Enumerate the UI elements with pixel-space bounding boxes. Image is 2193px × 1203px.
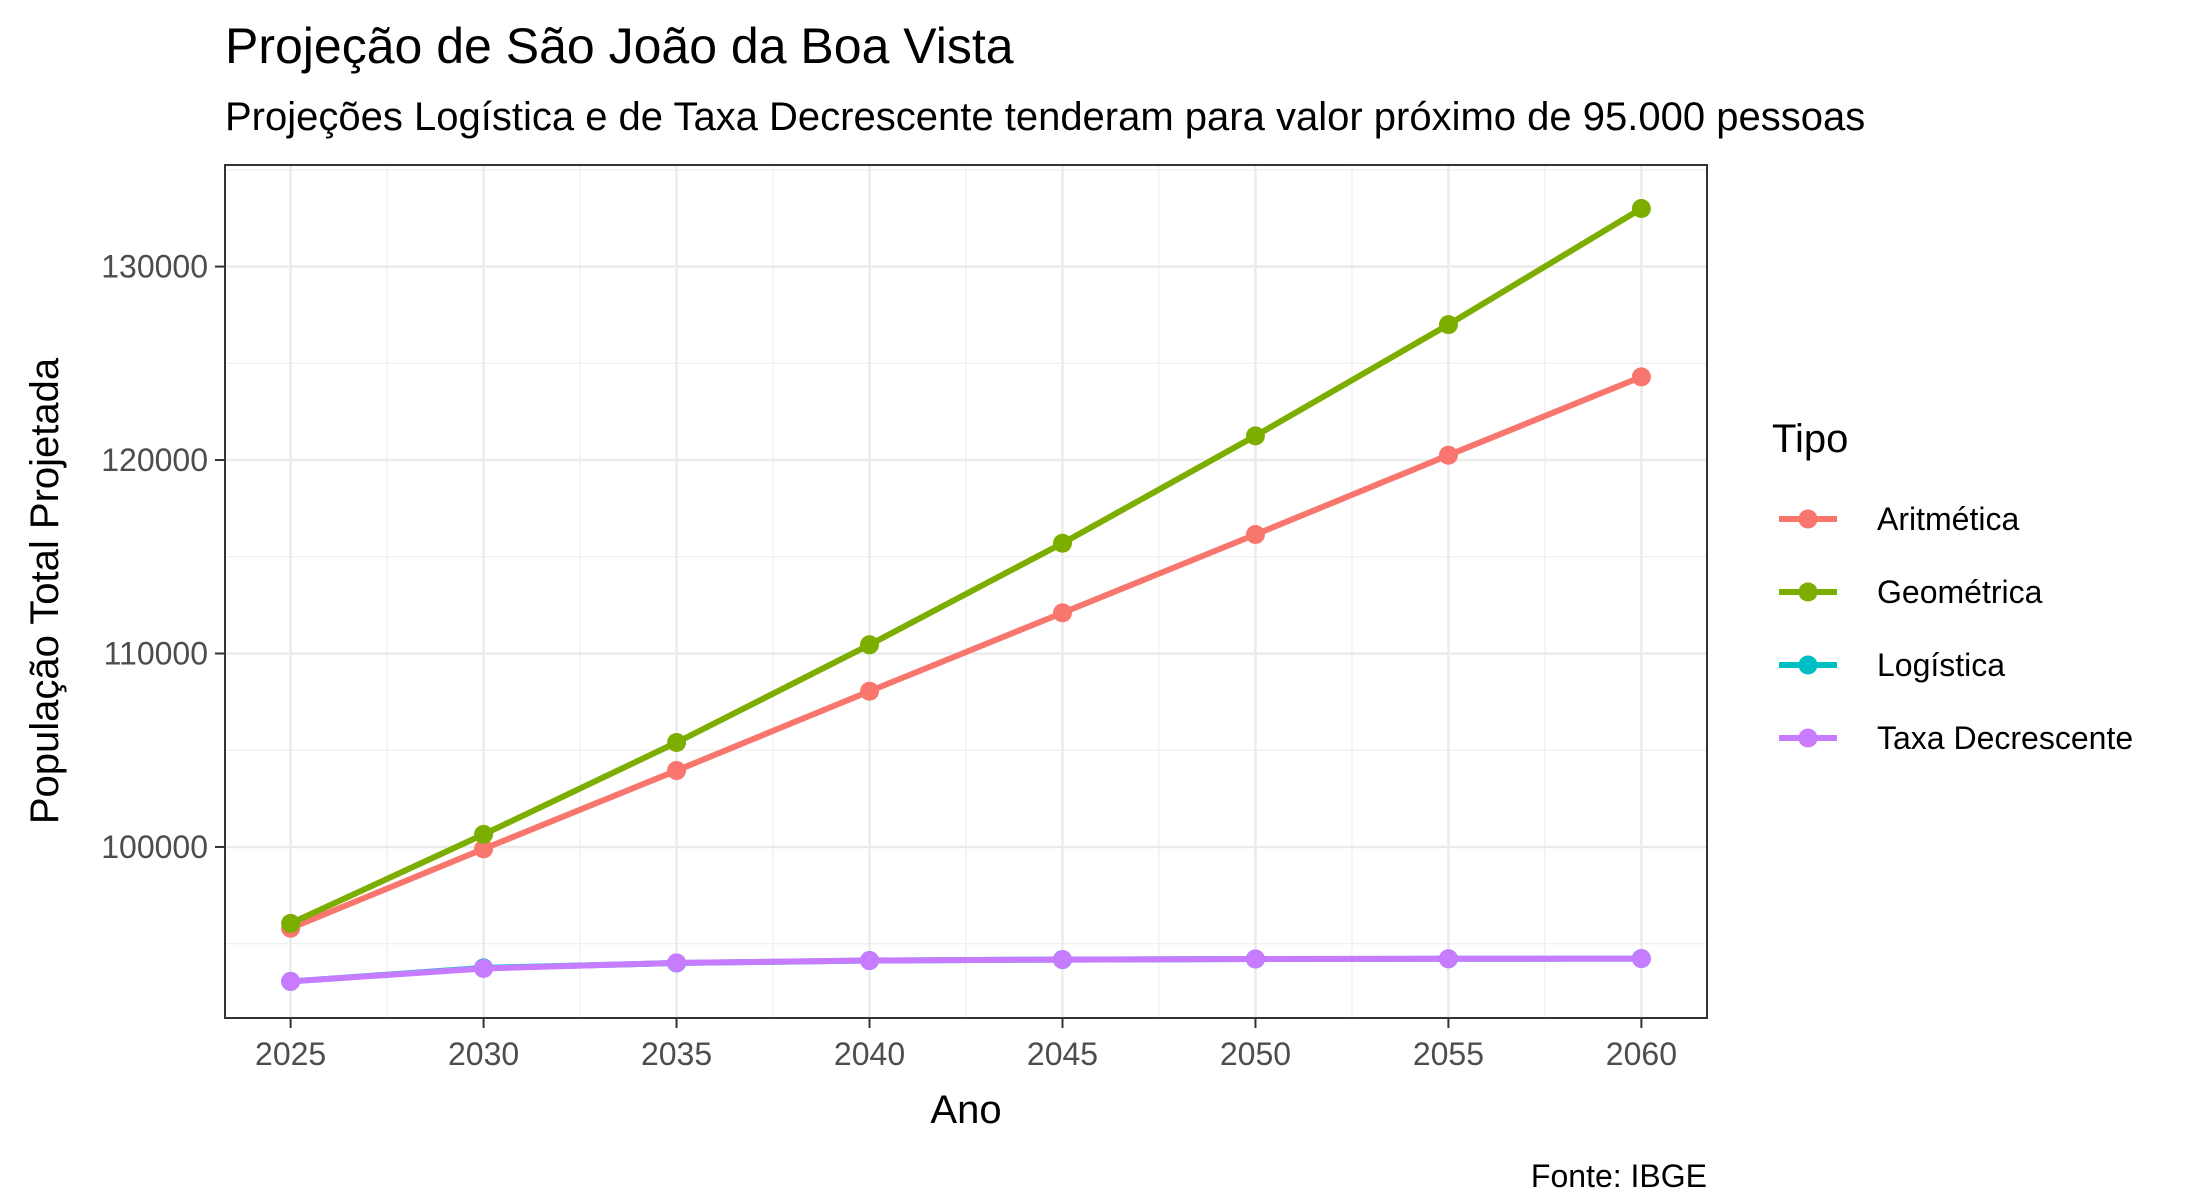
data-point-aritm-tica (1438, 445, 1458, 465)
data-point-taxa-decrescente (1245, 949, 1265, 969)
legend-key-point (1798, 728, 1818, 748)
legend-label: Taxa Decrescente (1877, 720, 2133, 756)
data-point-aritm-tica (1052, 603, 1072, 623)
y-axis-title: População Total Projetada (23, 357, 67, 824)
data-point-geom-trica (667, 733, 687, 753)
x-tick-label: 2055 (1413, 1036, 1484, 1072)
x-axis-title: Ano (930, 1088, 1001, 1132)
data-point-aritm-tica (474, 839, 494, 859)
legend-label: Logística (1877, 647, 2005, 683)
legend-key-point (1798, 582, 1818, 602)
x-tick-label: 2025 (255, 1036, 326, 1072)
x-tick-label: 2040 (834, 1036, 905, 1072)
legend: Tipo Aritmética Geométrica Logística Taxa D… (1772, 417, 2133, 774)
x-tick-label: 2030 (448, 1036, 519, 1072)
data-point-geom-trica (860, 635, 880, 655)
data-point-aritm-tica (860, 681, 880, 701)
legend-label: Aritmética (1877, 501, 2019, 537)
series-line-aritm-tica (287, 373, 1645, 932)
legend-item-geom-trica: Geométrica (1772, 556, 2043, 628)
data-point-geom-trica (1631, 199, 1651, 219)
data-point-aritm-tica (1631, 367, 1651, 387)
x-tick-label: 2035 (641, 1036, 712, 1072)
y-tick-label: 120000 (101, 442, 208, 478)
x-axis: 2025 2030 2035 2040 2045 2050 2055 2060 (255, 1018, 1677, 1072)
data-point-geom-trica (1245, 426, 1265, 446)
legend-item-log-stica: Logística (1772, 629, 2005, 701)
data-point-aritm-tica (1245, 525, 1265, 545)
legend-key-point (1798, 509, 1818, 529)
x-tick-label: 2050 (1220, 1036, 1291, 1072)
legend-item-taxa-decrescente: Taxa Decrescente (1772, 702, 2133, 774)
grid-minor (225, 165, 1707, 1018)
chart-subtitle: Projeções Logística e de Taxa Decrescent… (225, 95, 1865, 139)
legend-title: Tipo (1772, 417, 1848, 461)
data-point-geom-trica (1052, 533, 1072, 553)
data-point-geom-trica (281, 913, 301, 933)
data-point-taxa-decrescente (1631, 949, 1651, 969)
legend-items: Aritmética Geométrica Logística Taxa Decres… (1772, 483, 2133, 774)
chart-title: Projeção de São João da Boa Vista (225, 18, 1014, 74)
data-point-aritm-tica (667, 761, 687, 781)
y-axis: 100000 110000 120000 130000 (101, 249, 225, 865)
data-point-taxa-decrescente (1438, 949, 1458, 969)
y-tick-label: 110000 (104, 636, 208, 672)
caption: Fonte: IBGE (1531, 1158, 1707, 1194)
data-point-taxa-decrescente (860, 951, 880, 971)
legend-item-aritm-tica: Aritmética (1772, 483, 2019, 555)
data-point-taxa-decrescente (667, 953, 687, 973)
x-tick-label: 2060 (1606, 1036, 1677, 1072)
legend-label: Geométrica (1877, 574, 2043, 610)
series-line-geom-trica (287, 205, 1645, 927)
plot-panel-border (224, 164, 1708, 1019)
data-point-geom-trica (1438, 315, 1458, 335)
series-layer (281, 199, 1651, 991)
y-tick-label: 100000 (101, 829, 208, 865)
data-point-taxa-decrescente (474, 958, 494, 978)
data-point-taxa-decrescente (281, 971, 301, 991)
x-tick-label: 2045 (1027, 1036, 1098, 1072)
data-point-geom-trica (474, 824, 494, 844)
y-tick-label: 130000 (101, 249, 208, 285)
series-line-taxa-decrescente (287, 955, 1645, 985)
legend-key-point (1798, 655, 1818, 675)
data-point-taxa-decrescente (1052, 950, 1072, 970)
